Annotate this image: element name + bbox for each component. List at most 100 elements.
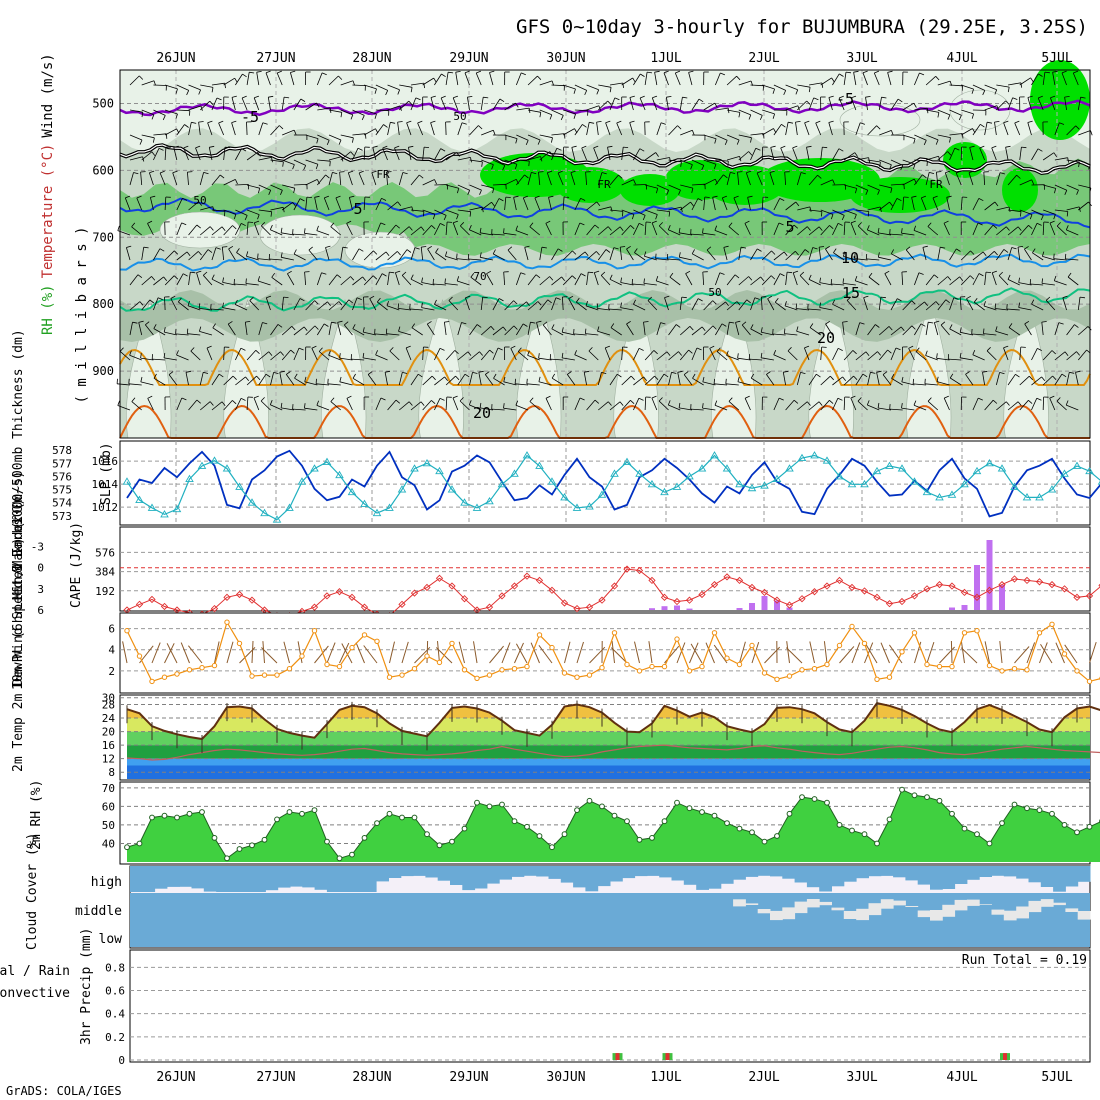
wind-barb [820,209,834,215]
wind-barb [973,301,985,311]
high-cloud-bar [979,866,992,877]
thickness-tick-label: 577 [52,457,72,470]
wind-barb [844,184,857,189]
wind-barb-flag [638,347,644,351]
wind-barb [410,209,424,212]
precip-tick-label: 0.4 [105,1008,125,1021]
wind-barb-flag [756,170,762,174]
wind-barb [633,223,640,236]
wind-barb-flag [806,226,811,231]
wind-barb [750,297,756,311]
wind10m-barb [713,644,728,664]
wind10m-barb [864,642,874,664]
wind-barb [515,272,522,286]
wind-barb-flag [630,400,635,404]
wind-barb [1066,159,1080,163]
high-cloud-bar [216,866,229,892]
wind-barb-flag [339,353,341,359]
wind-barb-flag [655,275,659,282]
wind-barb-flag [408,145,414,148]
wind-barb-flag [1003,120,1009,124]
thickness-point [347,487,357,496]
wind-barb [692,253,704,261]
wind10m-barb [839,646,855,664]
wind-barb [574,251,586,261]
wind-barb [492,347,499,361]
wind-barb [949,276,960,286]
wind-barb-flag [792,145,798,149]
wind-barb-flag [709,345,715,349]
wind-barb [692,377,704,386]
thickness-point [1035,493,1044,501]
wind-barb [726,301,738,311]
high-cloud-bar [474,866,488,889]
wind-barb-flag [389,347,394,352]
wind-barb [583,372,587,386]
wind-barb [176,251,188,261]
wind-barb [808,209,822,212]
high-cloud-bar [610,866,623,882]
wind-barb-flag [1037,148,1043,152]
wind-barb-flag [666,351,671,356]
wind-barb-flag [352,373,356,379]
wind-barb-flag [737,376,740,382]
thickness-tick-label: 576 [52,470,72,483]
wind-barb [879,326,890,336]
wind-barb [726,109,740,113]
wind10m-barb [514,642,524,664]
wind-barb-flag [666,96,672,98]
wind-barb-flag [880,296,886,299]
wind10m-ylabel: 10m Wind Speed & Barbs (m/s) [11,471,26,690]
wind-barb-flag [735,320,741,323]
wind-barb-flag [1040,215,1044,221]
wind-barb [761,128,774,136]
wind-barb [773,222,780,236]
thickness-point [697,464,707,472]
wind-barb [738,80,752,86]
wind-barb [538,381,552,386]
wind-barb [504,197,507,211]
wind-barb-flag [784,328,786,334]
wind-barb [387,122,391,136]
cloud-panel [129,865,1091,949]
wind-barb-flag [294,373,298,379]
wind-barb-flag [1042,251,1045,257]
wind-barb [797,401,808,411]
wind-barb-flag [1029,375,1033,381]
wind-barb-flag [420,401,425,406]
wind-barb-flag [771,250,776,255]
high-cloud-bar [806,866,820,888]
wind-barb-flag [485,371,490,375]
wind-barb-flag [303,326,308,332]
wind-barb [410,278,423,286]
wind-barb-flag [794,251,799,256]
wind-barb-flag [232,225,237,230]
middle-cloud-gap [966,899,980,906]
wind-barb-flag [706,246,712,251]
wind-barb [206,347,213,361]
wind-barb [153,276,164,286]
wind-barb [604,347,611,361]
wind10m-barb [690,643,703,664]
wind-barb [1008,209,1022,212]
wind-barb-flag [626,320,631,325]
wind-barb-flag [534,195,540,199]
wind-barb [1007,82,1021,86]
contour-5 [119,197,1091,229]
wind-barb [188,201,199,211]
rh2m-tick-label: 40 [102,837,115,850]
wind10m-barb [999,641,1003,664]
wind-barb [961,128,973,136]
wind-barb [375,84,388,91]
wind-barb-flag [372,145,378,148]
wind10m-barb [515,643,528,664]
wind-barb-flag [241,223,246,227]
wind-barb [335,197,342,211]
thickness-point [160,510,169,518]
cloud-level-label: low [99,932,123,947]
wind-barb [715,134,728,141]
wind-barb [539,151,550,161]
rh-saturated-cell [1030,60,1090,140]
wind-barb-flag [318,347,323,352]
upper-ylabel: RH (%)Temperature (°C)Wind (m/s) [40,53,56,335]
